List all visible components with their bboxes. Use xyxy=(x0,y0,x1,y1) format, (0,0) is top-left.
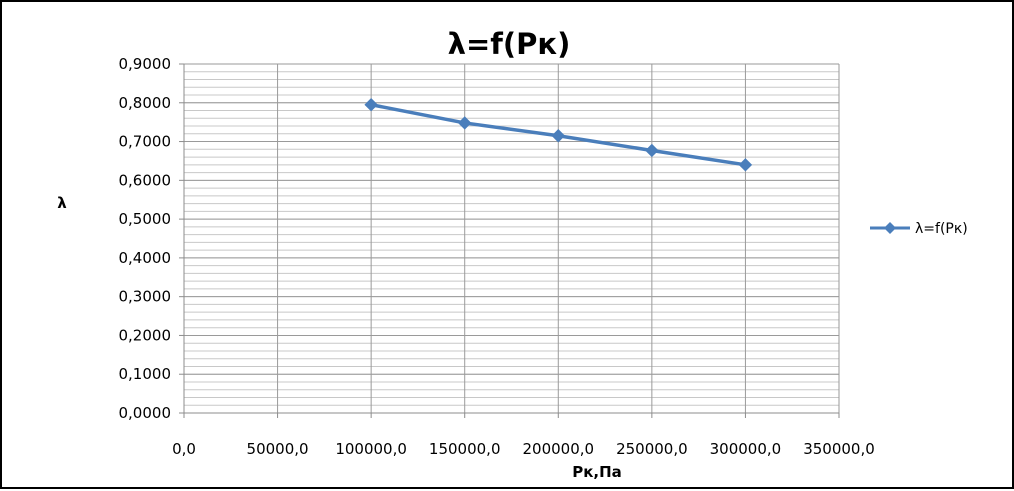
y-axis-title: λ xyxy=(57,194,67,212)
legend: λ=f(Pк) xyxy=(870,221,968,237)
x-axis-title: Pк,Па xyxy=(572,463,622,481)
y-tick-label: 0,6000 xyxy=(119,171,172,189)
x-tick-label: 350000,0 xyxy=(803,440,875,458)
y-tick-label: 0,9000 xyxy=(119,55,172,73)
y-tick-label: 0,5000 xyxy=(119,210,172,228)
series-layer xyxy=(364,98,753,172)
x-tick-label: 50000,0 xyxy=(247,440,309,458)
x-tick-label: 300000,0 xyxy=(710,440,782,458)
x-tick-label: 250000,0 xyxy=(616,440,688,458)
data-point-marker xyxy=(458,116,472,130)
y-tick-labels: 0,0000 0,1000 0,2000 0,3000 0,4000 0,5000 0,60… xyxy=(119,55,172,422)
x-tick-label: 200000,0 xyxy=(522,440,594,458)
x-tick-label: 0,0 xyxy=(172,440,196,458)
y-tick-label: 0,3000 xyxy=(119,288,172,306)
x-tick-labels: 0,0 50000,0 100000,0 150000,0 200000,0 250000… xyxy=(172,440,875,458)
legend-marker-diamond-icon xyxy=(884,222,896,234)
y-tick-label: 0,8000 xyxy=(119,94,172,112)
legend-label: λ=f(Pк) xyxy=(915,221,968,237)
grid xyxy=(184,63,840,413)
x-tick-label: 100000,0 xyxy=(335,440,407,458)
y-tick-label: 0,1000 xyxy=(119,365,172,383)
axes xyxy=(179,63,840,418)
y-tick-label: 0,0000 xyxy=(119,404,172,422)
chart-title: λ=f(Pк) xyxy=(448,27,571,61)
data-point-marker xyxy=(645,143,659,158)
y-tick-label: 0,7000 xyxy=(119,133,172,151)
data-point-marker xyxy=(551,129,565,143)
y-tick-label: 0,4000 xyxy=(119,249,172,267)
y-tick-label: 0,2000 xyxy=(119,326,172,344)
data-point-marker xyxy=(364,98,378,112)
data-point-marker xyxy=(738,158,753,172)
x-tick-label: 150000,0 xyxy=(429,440,501,458)
